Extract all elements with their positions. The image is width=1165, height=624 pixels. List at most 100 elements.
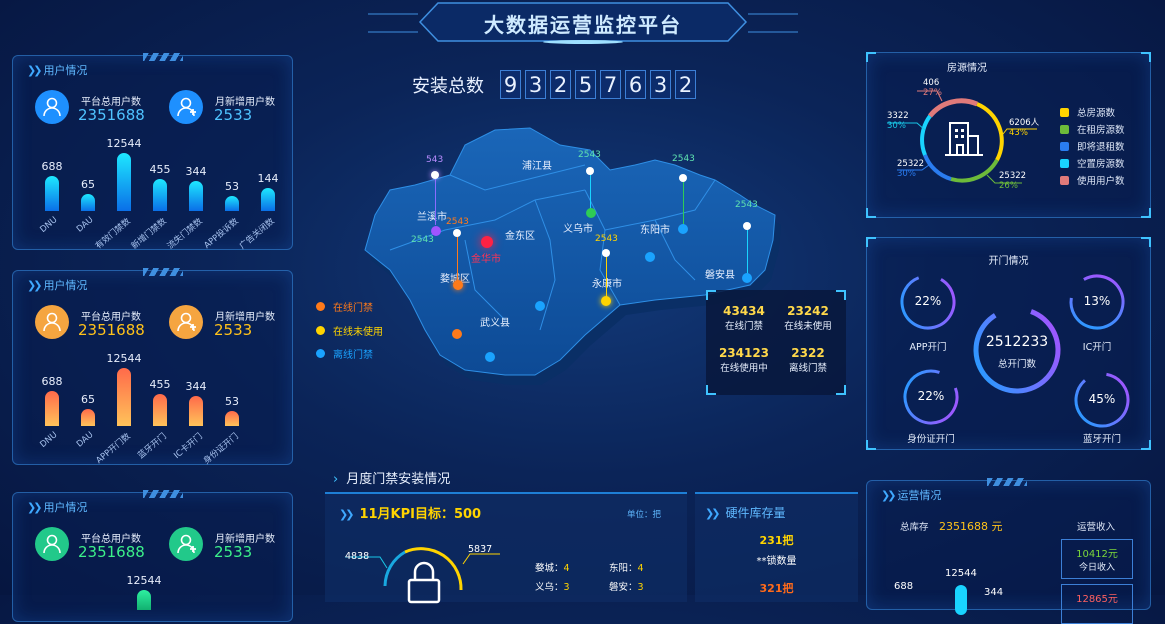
- hardware-title: ❯❯ 硬件库存量: [705, 506, 786, 520]
- ring-app[interactable]: 22% APP开门: [909, 294, 947, 353]
- bar-value: 455: [149, 162, 171, 176]
- operations-panel: ❯❯ 运营情况 总库存 2351688 元 运营收入 10412元 今日收入 128…: [866, 478, 1151, 624]
- new-users-value: 2533: [214, 543, 253, 561]
- monthly-section-title: › 月度门禁安装情况: [333, 472, 451, 487]
- add-user-icon: [169, 305, 203, 339]
- offline-marker[interactable]: [645, 252, 655, 262]
- offline-marker[interactable]: [485, 352, 495, 362]
- kpi-title: ❯❯ 11月KPI目标：500: [339, 507, 482, 522]
- region-yongkang[interactable]: 永康市: [592, 279, 622, 290]
- city-marker-jinhua[interactable]: [481, 236, 493, 248]
- bar-value: 12544: [126, 573, 162, 587]
- panel-title: 运营情况: [897, 489, 942, 502]
- income-label: 运营收入: [1077, 522, 1116, 533]
- ring-idcard[interactable]: 22% 身份证开门: [907, 389, 955, 445]
- kpi-panel: ❯❯ 11月KPI目标：500 单位：把 4838 5837 婺城：4 东阳：4 …: [325, 492, 687, 604]
- user-icon: [35, 527, 69, 561]
- bar[interactable]: [153, 393, 167, 426]
- user-stats-panel: ❯❯ 用户情况 平台总用户数 2351688 月新增用户数 2533 688 DNU 65 DAU…: [12, 268, 293, 467]
- region-wucheng[interactable]: 婺城区: [440, 270, 470, 285]
- housing-legend-item[interactable]: 即将退租数: [1060, 139, 1125, 153]
- bar[interactable]: [81, 408, 95, 426]
- new-users-value: 2533: [214, 321, 253, 339]
- ring-bluetooth[interactable]: 45% 蓝牙开门: [1082, 392, 1121, 445]
- bar[interactable]: [137, 589, 151, 610]
- region-wuyi[interactable]: 武义县: [480, 318, 510, 329]
- housing-panel: 房源情况 406 27% 3322 30% 25322 30% 6206人 43% 25…: [866, 52, 1151, 218]
- total-users-label: 平台总用户数: [81, 534, 141, 545]
- region-dongyang[interactable]: 东阳市: [640, 225, 670, 236]
- ops-bar-value: 12544: [945, 568, 977, 579]
- region-jindong[interactable]: 金东区: [505, 231, 535, 242]
- bar[interactable]: [189, 180, 203, 211]
- panel-title: 用户情况: [43, 501, 88, 514]
- pin-value: 2543: [735, 200, 758, 210]
- housing-legend-item[interactable]: 空置房源数: [1060, 156, 1125, 170]
- housing-legend-item[interactable]: 总房源数: [1060, 105, 1115, 119]
- region-panan[interactable]: 磐安县: [705, 270, 735, 281]
- header-banner: 大数据运营监控平台: [368, 0, 798, 45]
- city-count: 磐安：3: [609, 582, 644, 593]
- bar[interactable]: [81, 193, 95, 211]
- digit-box: 2: [675, 70, 696, 99]
- housing-donut: [887, 90, 1037, 184]
- bar[interactable]: [45, 175, 59, 211]
- new-users-label: 月新增用户数: [215, 312, 275, 323]
- digit-box: 7: [600, 70, 621, 99]
- region-lanxi[interactable]: 兰溪市: [417, 212, 447, 223]
- legend-online: 在线门禁: [316, 299, 373, 314]
- page-title: 大数据运营监控平台: [484, 13, 682, 37]
- region-yiwu[interactable]: 义乌市: [563, 224, 593, 235]
- bar[interactable]: [117, 367, 131, 426]
- bar[interactable]: [45, 390, 59, 426]
- panel-title: 用户情况: [43, 64, 88, 77]
- total-open-value: 2512233: [985, 334, 1049, 350]
- map-shape: [364, 127, 781, 385]
- bar-value: 53: [225, 179, 239, 193]
- bar-value: 65: [81, 177, 95, 191]
- new-users-label: 月新增用户数: [215, 534, 275, 545]
- lock-icon: [407, 561, 441, 604]
- bar-value: 344: [185, 379, 207, 393]
- housing-legend-item[interactable]: 使用用户数: [1060, 173, 1125, 187]
- today-income-card[interactable]: 10412元 今日收入: [1061, 539, 1133, 579]
- bar[interactable]: [153, 178, 167, 211]
- kpi-gauge: [345, 547, 500, 604]
- total-users-label: 平台总用户数: [81, 97, 141, 108]
- region-jinhua[interactable]: 金华市: [471, 254, 501, 265]
- pin-value: 2543: [672, 154, 695, 164]
- bar[interactable]: [189, 395, 203, 426]
- legend-online-unused: 在线未使用: [316, 323, 383, 338]
- double-chevron-icon: ❯❯: [27, 278, 43, 292]
- bar[interactable]: [225, 410, 239, 426]
- building-icon: [945, 122, 983, 156]
- hardware-panel: ❯❯ 硬件库存量 231把 **锁数量 321把: [695, 492, 858, 602]
- bar[interactable]: [261, 187, 275, 211]
- stat-online-in-use: 234123 在线使用中: [718, 346, 770, 374]
- ops-bar: [955, 585, 967, 615]
- bar-value: 65: [81, 392, 95, 406]
- housing-legend-item[interactable]: 在租房源数: [1060, 122, 1125, 136]
- user-icon: [35, 90, 69, 124]
- bar-value: 344: [185, 164, 207, 178]
- stock-label: 总库存: [900, 522, 929, 533]
- user-stats-panel: ❯❯ 用户情况 平台总用户数 2351688 月新增用户数 2533 12544: [12, 490, 293, 622]
- online-marker[interactable]: [452, 329, 462, 339]
- legend-offline: 离线门禁: [316, 346, 373, 361]
- offline-marker[interactable]: [535, 301, 545, 311]
- total-users-value: 2351688: [78, 106, 145, 124]
- second-income-card[interactable]: 12865元: [1061, 584, 1133, 624]
- city-count: 东阳：4: [609, 563, 644, 574]
- digit-box: 3: [650, 70, 671, 99]
- region-pujiang[interactable]: 浦江县: [522, 161, 552, 172]
- bar[interactable]: [225, 195, 239, 211]
- callout-total: 6206人 43%: [1009, 118, 1040, 138]
- pin-value: 543: [426, 155, 444, 165]
- total-users-label: 平台总用户数: [81, 312, 141, 323]
- city-count: 婺城：4: [535, 563, 570, 574]
- ring-ic[interactable]: 13% IC开门: [1082, 294, 1112, 353]
- panel-title: 用户情况: [43, 279, 88, 292]
- bar[interactable]: [117, 152, 131, 211]
- hardware-label-1: **锁数量: [756, 556, 797, 567]
- region-map[interactable]: 浦江县 兰溪市 金东区 金华市 婺城区 义乌市 东阳市 永康市 武义县 磐安县 …: [355, 120, 785, 405]
